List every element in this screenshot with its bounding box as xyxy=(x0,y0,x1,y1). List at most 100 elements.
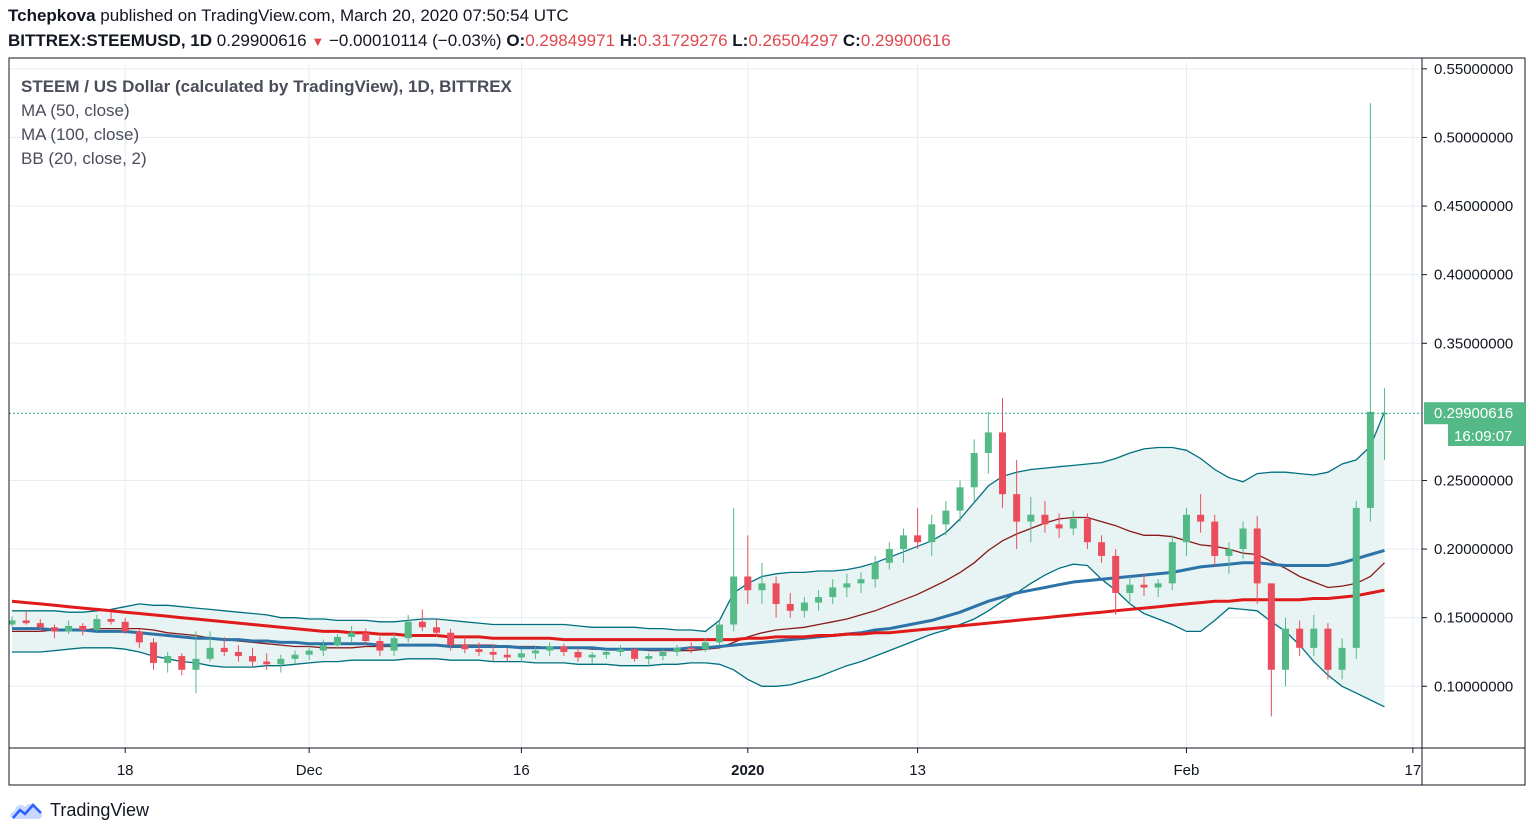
candle xyxy=(1352,501,1360,659)
open-value: 0.29849971 xyxy=(525,31,616,50)
candle xyxy=(800,597,808,618)
candle-body xyxy=(829,587,837,598)
candle-body xyxy=(1352,507,1360,648)
candle xyxy=(786,592,794,618)
legend-bb[interactable]: BB (20, close, 2) xyxy=(21,149,147,168)
candle xyxy=(22,610,30,625)
candle xyxy=(263,653,271,670)
candle xyxy=(277,654,285,673)
candle-body xyxy=(885,549,893,563)
candle xyxy=(1140,573,1148,596)
candle-body xyxy=(659,651,667,657)
candle-body xyxy=(503,654,511,658)
candle-body xyxy=(871,562,879,580)
candle-body xyxy=(815,597,823,603)
candle-body xyxy=(914,535,922,543)
open-label: O: xyxy=(506,31,526,50)
candle xyxy=(192,631,200,694)
candle-body xyxy=(249,656,257,662)
candle xyxy=(503,647,511,662)
y-tick-label: 0.25000000 xyxy=(1434,472,1513,489)
candle xyxy=(659,649,667,661)
candle xyxy=(1112,549,1120,615)
publish-line: Tchepkova published on TradingView.com, … xyxy=(8,6,569,26)
x-tick-label: 13 xyxy=(909,762,926,779)
candle xyxy=(1211,514,1219,566)
candle-body xyxy=(121,621,129,632)
y-tick-label: 0.20000000 xyxy=(1434,541,1513,558)
candle xyxy=(999,398,1006,508)
y-tick-label: 0.45000000 xyxy=(1434,198,1513,215)
x-tick-label: 2020 xyxy=(731,762,764,779)
countdown-tag: 16:09:07 xyxy=(1448,424,1526,446)
candle-body xyxy=(928,524,936,543)
tradingview-cloud-icon xyxy=(10,802,43,819)
price-tag-bg xyxy=(1424,402,1526,425)
candle-body xyxy=(1381,413,1389,415)
candle xyxy=(1253,516,1261,604)
candle-body xyxy=(93,619,101,631)
legend-ma50[interactable]: MA (50, close) xyxy=(21,101,130,120)
y-tick-label: 0.55000000 xyxy=(1434,61,1513,78)
candle-body xyxy=(1013,494,1021,522)
candle xyxy=(376,636,384,657)
y-tick-label: 0.50000000 xyxy=(1434,129,1513,146)
candle xyxy=(348,625,356,643)
candle-body xyxy=(546,646,554,651)
candle-body xyxy=(1112,555,1120,593)
x-tick-label: 18 xyxy=(117,762,134,779)
candle xyxy=(1296,620,1304,657)
candle-body xyxy=(1282,628,1289,670)
candle-body xyxy=(333,636,341,646)
y-tick-label: 0.40000000 xyxy=(1434,267,1513,284)
candle-body xyxy=(418,621,426,628)
candle-body xyxy=(1055,524,1063,529)
candle-body xyxy=(574,651,582,658)
candle-body xyxy=(8,620,16,625)
candle xyxy=(164,651,172,673)
candle-body xyxy=(772,583,780,604)
candle xyxy=(206,631,214,662)
candle-body xyxy=(1324,628,1332,670)
down-arrow-icon: ▼ xyxy=(311,34,325,49)
x-tick-label: 16 xyxy=(513,762,530,779)
candle-body xyxy=(433,627,440,633)
moving-averages xyxy=(11,548,1385,651)
candle xyxy=(362,628,370,646)
candle xyxy=(234,645,242,662)
candle xyxy=(1013,459,1021,550)
close-value: 0.29900616 xyxy=(860,31,951,50)
candle-body xyxy=(192,658,200,670)
candle-body xyxy=(999,432,1006,495)
tradingview-logo[interactable]: TradingView xyxy=(10,800,149,821)
countdown-bg xyxy=(1448,424,1526,446)
candle-body xyxy=(1168,542,1176,584)
candle xyxy=(857,572,865,593)
candle xyxy=(1055,513,1063,539)
candle xyxy=(1197,494,1205,533)
price-axis[interactable]: 0.55000000 0.50000000 0.45000000 0.40000000… xyxy=(1422,61,1513,695)
candle-body xyxy=(560,646,568,652)
candle xyxy=(1239,521,1247,559)
candle xyxy=(390,634,398,657)
candle-body xyxy=(376,640,384,651)
candle-body xyxy=(447,632,455,646)
candle-body xyxy=(899,535,907,550)
candle xyxy=(970,439,978,502)
candle xyxy=(914,507,922,550)
ma100-line xyxy=(11,588,1385,642)
candle xyxy=(546,642,554,657)
candle xyxy=(404,614,412,643)
candle-body xyxy=(1154,583,1162,588)
candle xyxy=(333,634,341,648)
time-axis[interactable]: 18Dec16202013Feb17Mar16 xyxy=(117,748,1536,779)
candle-body xyxy=(50,627,58,632)
legend-ma100[interactable]: MA (100, close) xyxy=(21,125,139,144)
candle-body xyxy=(1366,411,1374,508)
candle-body xyxy=(1211,521,1219,556)
candle xyxy=(1310,614,1318,657)
candle xyxy=(178,653,186,676)
candle-body xyxy=(178,656,186,670)
candle xyxy=(1027,496,1035,543)
